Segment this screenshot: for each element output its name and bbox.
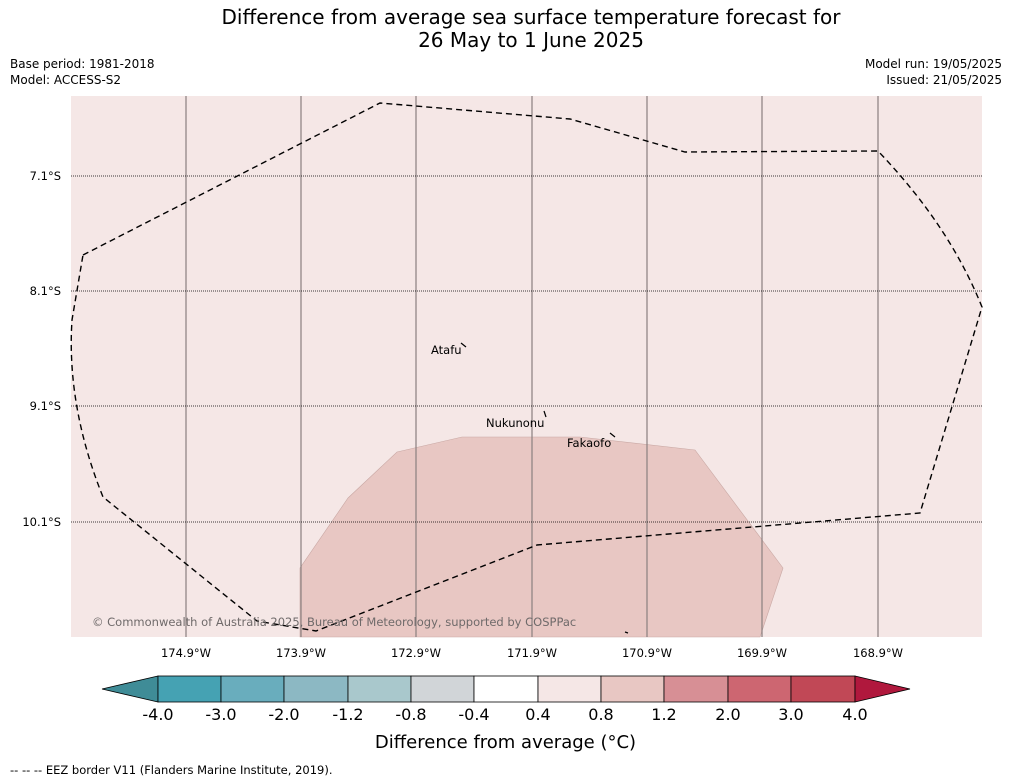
copyright-notice: © Commonwealth of Australia 2025, Bureau…	[92, 615, 576, 629]
model-name: Model: ACCESS-S2	[10, 73, 122, 87]
lat-label: 8.1°S	[29, 284, 61, 298]
colorbar-tick: -2.0	[268, 705, 300, 724]
colorbar-segment	[663, 675, 729, 703]
colorbar-segment	[220, 675, 285, 703]
nukunonu-island	[543, 410, 547, 418]
eez-legend-note: -- -- -- EEZ border V11 (Flanders Marine…	[10, 763, 333, 777]
colorbar-segment	[537, 675, 602, 703]
colorbar-title: Difference from average (°C)	[374, 732, 637, 753]
islet-mark	[624, 631, 629, 634]
lon-label: 169.9°W	[736, 646, 788, 660]
colorbar-segment	[727, 675, 792, 703]
atafu-island	[460, 342, 467, 348]
lon-label: 173.9°W	[275, 646, 327, 660]
fakaofo-island	[609, 432, 616, 438]
eez-border	[70, 102, 983, 632]
lat-label: 10.1°S	[22, 515, 61, 529]
colorbar	[101, 675, 911, 703]
base-period: Base period: 1981-2018	[10, 57, 155, 71]
title-line-1: Difference from average sea surface temp…	[221, 5, 841, 29]
colorbar-tick: -0.4	[458, 705, 490, 724]
colorbar-tick: 2.0	[715, 705, 741, 724]
colorbar-extend-low	[101, 675, 159, 703]
map-title: Difference from average sea surface temp…	[0, 6, 1011, 52]
colorbar-tick: 1.2	[651, 705, 677, 724]
lon-label: 168.9°W	[852, 646, 904, 660]
warm-anomaly-patch	[299, 436, 784, 638]
colorbar-tick: -3.0	[205, 705, 237, 724]
colorbar-segment	[283, 675, 349, 703]
colorbar-segment	[410, 675, 475, 703]
colorbar-segment	[347, 675, 412, 703]
place-label-atafu: Atafu	[431, 343, 462, 357]
lon-label: 174.9°W	[160, 646, 212, 660]
longitude-gridlines	[185, 96, 879, 637]
colorbar-segment	[157, 675, 222, 703]
colorbar-tick: -0.8	[395, 705, 427, 724]
lon-label: 170.9°W	[621, 646, 673, 660]
place-label-fakaofo: Fakaofo	[567, 436, 611, 450]
meta-right: Model run: 19/05/2025 Issued: 21/05/2025	[865, 56, 1002, 88]
model-run: Model run: 19/05/2025	[864, 57, 1002, 71]
colorbar-tick: 4.0	[842, 705, 868, 724]
colorbar-tick: -1.2	[332, 705, 364, 724]
colorbar-tick: 3.0	[778, 705, 804, 724]
colorbar-tick: -4.0	[142, 705, 174, 724]
place-label-nukunonu: Nukunonu	[486, 416, 544, 430]
issued-date: Issued: 21/05/2025	[886, 73, 1002, 87]
title-line-2: 26 May to 1 June 2025	[418, 28, 644, 52]
colorbar-tick: 0.8	[588, 705, 614, 724]
colorbar-tick: 0.4	[525, 705, 551, 724]
colorbar-segment	[600, 675, 665, 703]
colorbar-extend-high	[854, 675, 911, 703]
lat-label: 7.1°S	[29, 169, 61, 183]
meta-left: Base period: 1981-2018 Model: ACCESS-S2	[10, 56, 155, 88]
lon-label: 171.9°W	[506, 646, 558, 660]
colorbar-segment	[473, 675, 539, 703]
lat-label: 9.1°S	[29, 399, 61, 413]
lon-label: 172.9°W	[390, 646, 442, 660]
colorbar-segment	[790, 675, 856, 703]
